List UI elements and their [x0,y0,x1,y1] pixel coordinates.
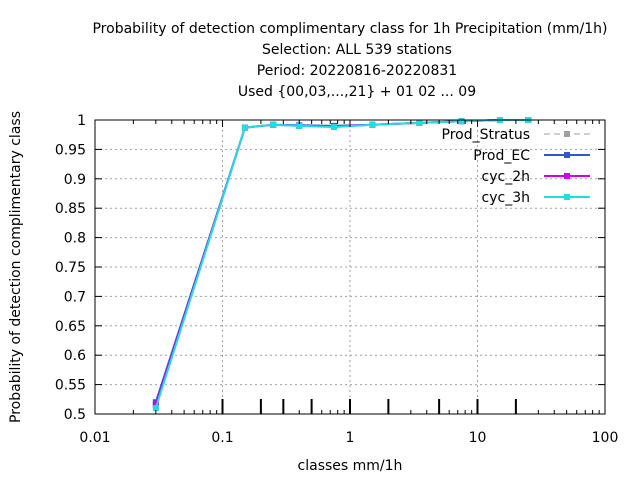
legend-label: Prod_Stratus [442,127,530,143]
data-point [241,124,248,131]
data-point [416,119,423,126]
y-axis-label: Probability of detection complimentary c… [8,111,24,423]
x-tick-label: 0.01 [79,430,110,446]
x-tick-label: 1 [346,430,355,446]
grid [95,120,605,414]
legend: Prod_Stratus Prod_EC cyc_2h cyc_3h [442,127,590,206]
title-line-4: Used {00,03,...,21} + 01 02 ... 09 [238,84,476,100]
y-tick-label: 0.5 [64,407,86,423]
y-tick-label: 0.95 [55,142,86,158]
x-axis-label: classes mm/1h [298,458,403,474]
data-point [270,121,277,128]
data-point [152,405,159,412]
title-line-1: Probability of detection complimentary c… [92,21,607,37]
axes: 0.5 0.55 0.6 0.65 0.7 0.75 0.8 0.85 0.9 0.95 1 0.01… [55,113,619,446]
y-tick-label: 0.75 [55,260,86,276]
data-point [331,124,338,131]
title-line-3: Period: 20220816-20220831 [257,63,457,79]
y-tick-label: 0.85 [55,201,86,217]
legend-marker [564,131,570,137]
legend-label: cyc_3h [482,190,530,206]
x-tick-label: 0.1 [211,430,233,446]
y-tick-label: 0.7 [64,289,86,305]
data-point [296,122,303,129]
series-line [154,119,529,409]
y-tick-label: 0.65 [55,319,86,335]
legend-label: cyc_2h [482,169,530,185]
x-tick-label: 100 [592,430,619,446]
chart-title: Probability of detection complimentary c… [92,21,607,100]
y-tick-label: 0.8 [64,231,86,247]
x-tick-label: 10 [469,430,487,446]
y-tick-label: 0.55 [55,378,86,394]
data-point [369,121,376,128]
legend-marker [564,194,570,200]
legend-label: Prod_EC [473,148,530,164]
legend-marker [564,173,570,179]
y-tick-label: 0.6 [64,348,86,364]
y-tick-label: 0.9 [64,172,86,188]
series-lines [152,117,532,412]
title-line-2: Selection: ALL 539 stations [262,42,452,58]
legend-marker [564,152,570,158]
y-tick-label: 1 [77,113,86,129]
data-point [458,118,465,125]
